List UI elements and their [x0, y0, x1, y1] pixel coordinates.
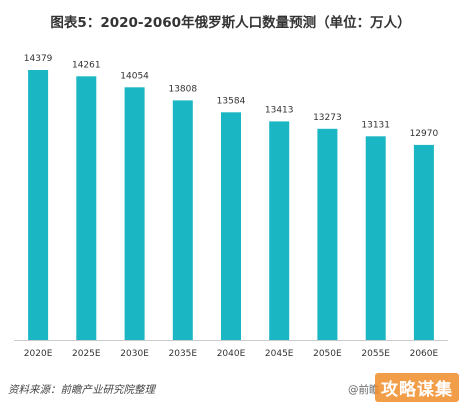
- category-label-2060E: 2060E: [410, 349, 439, 359]
- bar-2030E: [124, 87, 145, 340]
- chart-title: 图表5：2020-2060年俄罗斯人口数量预测（单位：万人）: [50, 15, 411, 31]
- category-label-2030E: 2030E: [120, 349, 149, 359]
- bar-2040E: [221, 112, 241, 340]
- value-label-2050E: 13273: [313, 113, 342, 123]
- value-label-2045E: 13413: [265, 105, 294, 115]
- source-note: 资料来源：前瞻产业研究院整理: [8, 384, 155, 396]
- bars-layer: [28, 70, 434, 341]
- value-label-2060E: 12970: [410, 129, 439, 139]
- category-label-2050E: 2050E: [313, 349, 342, 359]
- category-label-2045E: 2045E: [265, 349, 294, 359]
- bar-2035E: [172, 100, 193, 341]
- value-label-2030E: 14054: [120, 71, 149, 81]
- bar-2045E: [269, 121, 290, 341]
- bar-2055E: [365, 136, 386, 340]
- bar-2025E: [76, 76, 97, 341]
- category-label-2035E: 2035E: [169, 349, 198, 359]
- category-labels-layer: 2020E 2025E 2030E 2035E 2040E 2045E 2050E 2055E…: [24, 349, 439, 359]
- value-label-2020E: 14379: [24, 54, 53, 64]
- value-label-2035E: 13808: [168, 84, 197, 94]
- category-label-2040E: 2040E: [217, 349, 246, 359]
- category-label-2020E: 2020E: [24, 349, 53, 359]
- bar-2020E: [28, 70, 49, 340]
- corner-badge: 攻略谋集: [375, 373, 459, 402]
- category-label-2055E: 2055E: [361, 349, 390, 359]
- bar-2050E: [317, 128, 338, 340]
- value-label-2025E: 14261: [72, 60, 101, 70]
- value-label-2055E: 13131: [361, 120, 390, 130]
- category-label-2025E: 2025E: [72, 349, 101, 359]
- value-labels-layer: 14379 14261 14054 13808 13584 13413 13273 13131…: [24, 54, 439, 139]
- watermark-text: @前瞻: [348, 384, 380, 396]
- bar-2060E: [413, 144, 434, 340]
- value-label-2040E: 13584: [217, 96, 246, 106]
